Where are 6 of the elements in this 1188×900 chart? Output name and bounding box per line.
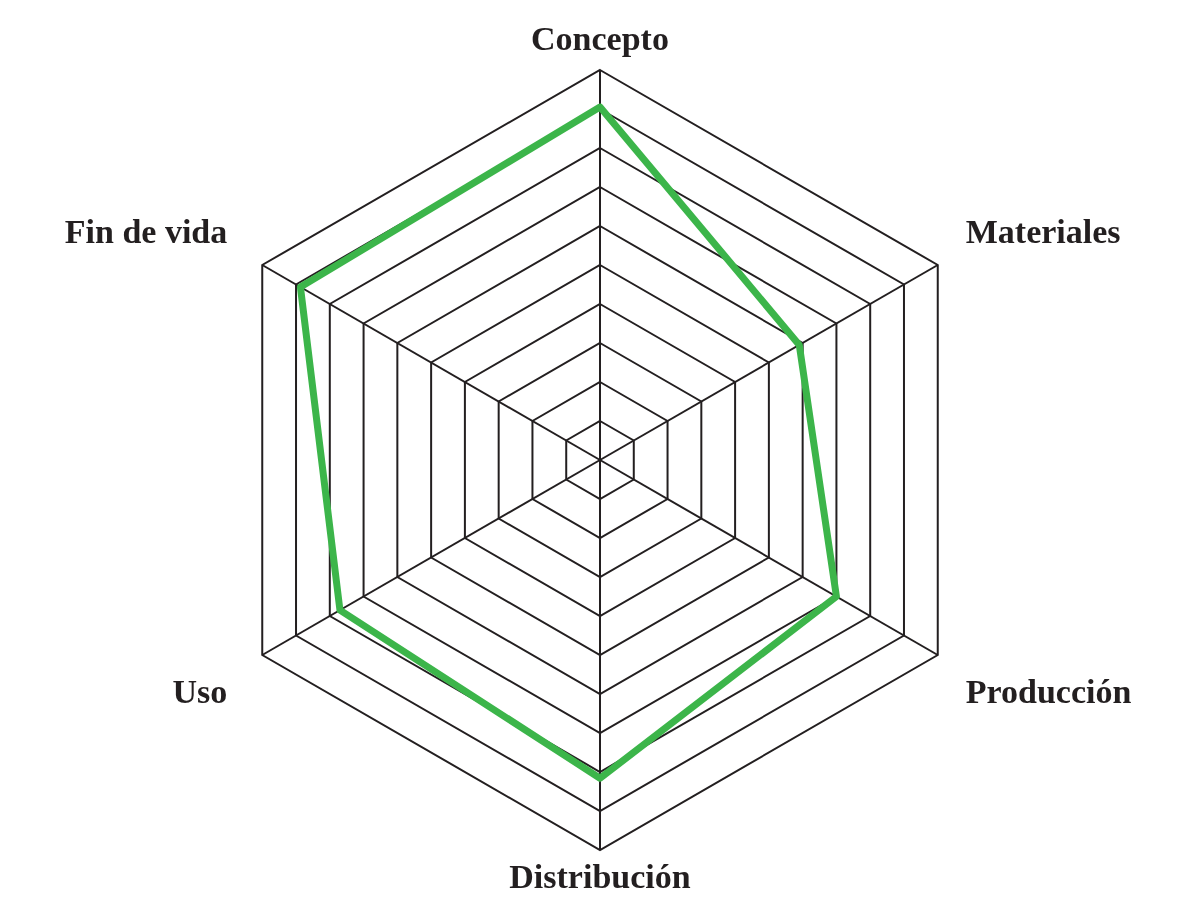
spoke-label: Distribución — [509, 857, 691, 895]
spoke-label: Fin de vida — [64, 212, 228, 250]
spoke-label: Uso — [172, 672, 228, 710]
spoke-label: Concepto — [531, 19, 669, 57]
spoke-label: Materiales — [965, 212, 1121, 250]
spoke-label: Producción — [965, 672, 1132, 710]
